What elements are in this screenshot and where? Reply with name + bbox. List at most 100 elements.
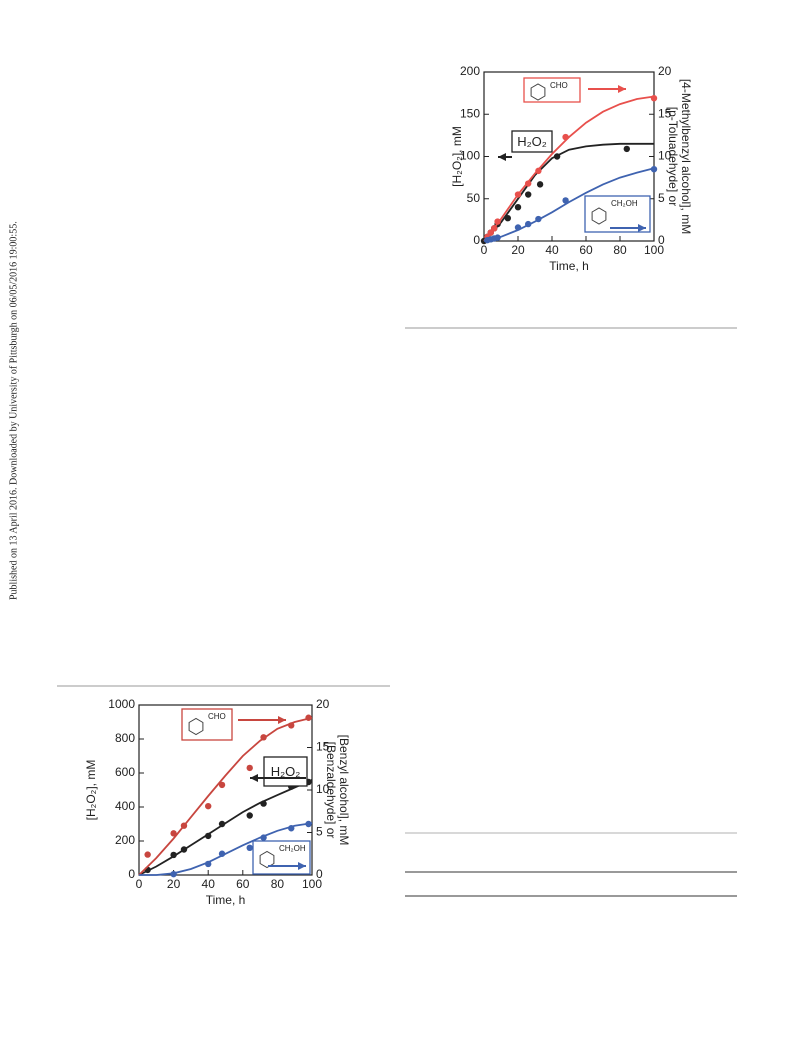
data-point	[494, 218, 501, 225]
structure-ring	[591, 207, 607, 225]
fit-line	[483, 167, 655, 242]
data-point	[305, 714, 312, 721]
y2-tick-label: 5	[316, 825, 323, 839]
annotation-box	[181, 708, 233, 741]
annotation-box	[523, 77, 581, 103]
fit-line	[483, 142, 654, 242]
arrow-head	[298, 862, 306, 870]
data-point	[205, 860, 212, 868]
data-point	[525, 220, 532, 228]
data-point	[553, 153, 561, 160]
y-tick-label: 150	[460, 106, 480, 120]
data-point	[535, 215, 542, 223]
data-point	[218, 820, 226, 828]
side-note: Published on 13 April 2016. Downloaded b…	[8, 221, 19, 600]
arrow-head	[638, 224, 646, 232]
y2-tick-label: 20	[658, 64, 672, 78]
data-point	[288, 722, 295, 729]
y2-axis-label: [4-Methylbenzyl alcohol], mM	[679, 79, 693, 234]
structure-ring	[259, 850, 275, 869]
data-point	[170, 870, 177, 878]
x-tick-label: 40	[202, 877, 216, 891]
data-point	[218, 781, 226, 789]
data-point	[170, 851, 177, 859]
x-tick-label: 100	[302, 877, 322, 891]
x-tick-label: 80	[271, 877, 285, 891]
fit-line	[483, 95, 655, 242]
fit-line	[138, 778, 313, 876]
data-point	[180, 846, 188, 853]
x-tick-label: 60	[236, 877, 250, 891]
y2-tick-label: 5	[658, 191, 665, 205]
y-axis-label: [H₂O₂], mM	[84, 760, 98, 821]
data-point	[514, 191, 522, 198]
y-tick-label: 800	[115, 731, 135, 745]
data-point	[288, 825, 295, 832]
x-tick-label: 20	[167, 877, 181, 891]
x-tick-label: 0	[136, 877, 143, 891]
fit-line	[138, 716, 313, 876]
data-point	[650, 94, 658, 102]
data-point	[246, 764, 253, 772]
y-tick-label: 0	[473, 233, 480, 247]
data-point	[260, 834, 267, 841]
y-tick-label: 1000	[108, 697, 135, 711]
data-point	[260, 734, 267, 741]
x-axis-label: Time, h	[549, 259, 589, 273]
data-point	[514, 204, 522, 211]
structure-ring	[188, 717, 204, 736]
arrow-head	[618, 85, 626, 93]
series-label: CH₂OH	[611, 199, 638, 208]
x-tick-label: 100	[644, 243, 664, 257]
y-tick-label: 400	[115, 799, 135, 813]
y2-tick-label: 15	[658, 106, 672, 120]
data-point	[260, 800, 267, 807]
x-tick-label: 20	[511, 243, 525, 257]
data-point	[246, 844, 253, 851]
y2-tick-label: 0	[316, 867, 323, 881]
y2-tick-label: 15	[316, 740, 330, 754]
fit-line	[139, 822, 313, 876]
data-point	[491, 225, 498, 232]
data-point	[218, 850, 226, 857]
series-label: CH₂OH	[279, 844, 306, 853]
data-point	[650, 165, 658, 173]
data-point	[525, 191, 532, 198]
series-label: CHO	[208, 712, 226, 721]
data-point	[525, 180, 532, 187]
y2-tick-label: 20	[316, 697, 330, 711]
arrow-head	[278, 716, 286, 724]
series-label: H₂O₂	[517, 134, 547, 149]
data-point	[562, 197, 569, 204]
data-point	[144, 851, 151, 858]
annotation-box	[263, 756, 308, 787]
data-point	[494, 234, 501, 241]
data-point	[536, 181, 544, 188]
data-point	[246, 812, 253, 819]
data-point	[514, 224, 522, 231]
data-point	[504, 214, 511, 222]
data-point	[205, 802, 212, 810]
y2-tick-label: 0	[658, 233, 665, 247]
y2-axis-label: [Benzaldehyde] or	[324, 742, 338, 839]
data-point	[205, 832, 212, 840]
x-axis-label: Time, h	[206, 893, 246, 907]
y-tick-label: 200	[460, 64, 480, 78]
y2-axis-label: [p-Toluadehyde] or	[666, 107, 680, 206]
arrow-head	[250, 774, 258, 782]
y-axis-label: [H₂O₂], mM	[450, 126, 464, 187]
series-label: H₂O₂	[271, 764, 301, 779]
data-point	[535, 167, 542, 175]
y-tick-label: 100	[460, 149, 480, 163]
y-tick-label: 50	[467, 191, 481, 205]
data-point	[623, 145, 630, 153]
y-tick-label: 200	[115, 833, 135, 847]
x-tick-label: 80	[613, 243, 627, 257]
structure-ring	[530, 83, 546, 101]
x-tick-label: 0	[481, 243, 488, 257]
x-tick-label: 60	[579, 243, 593, 257]
y2-axis-label: [Benzyl alcohol], mM	[337, 735, 351, 846]
arrow-head	[498, 153, 506, 161]
